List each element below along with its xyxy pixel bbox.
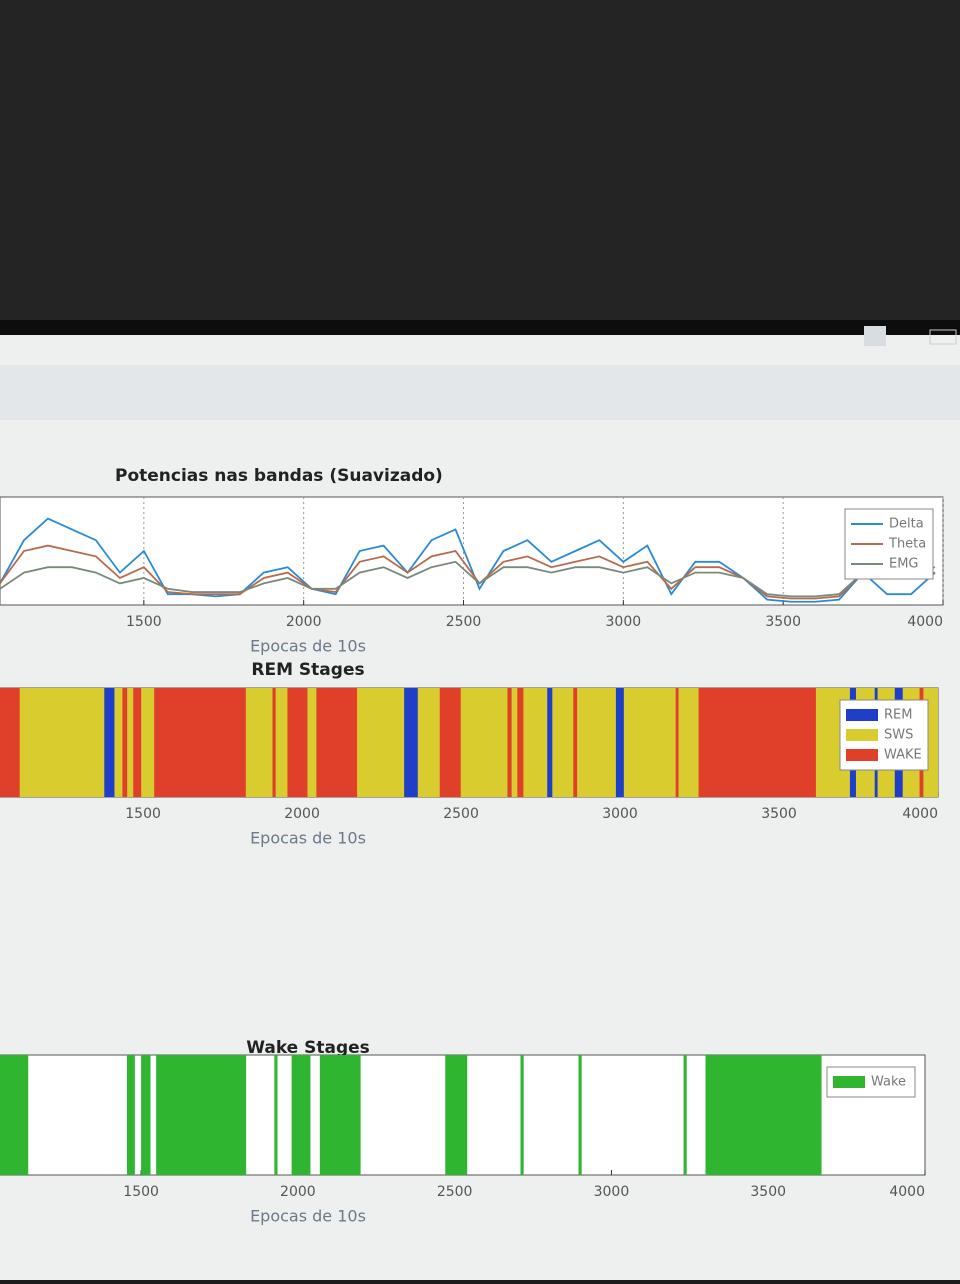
stage-band — [507, 688, 512, 797]
x-tick-label: 2500 — [446, 614, 482, 630]
x-tick-label: 3000 — [602, 806, 638, 822]
data-line — [0, 560, 936, 598]
x-tick-label: 2500 — [437, 1184, 473, 1200]
x-tick-label: 3500 — [765, 614, 801, 630]
legend-label: Theta — [888, 537, 926, 552]
x-tick-label: 2000 — [280, 1184, 316, 1200]
stage-band — [0, 688, 20, 797]
monitor-bezel — [0, 0, 960, 330]
x-tick-label: 1500 — [123, 1184, 159, 1200]
x-tick-label: 3000 — [594, 1184, 630, 1200]
legend-swatch — [846, 709, 878, 721]
plot-area — [0, 496, 944, 606]
legend-label: Delta — [889, 517, 924, 532]
stage-band — [517, 688, 524, 797]
x-axis-label: Epocas de 10s — [250, 829, 366, 848]
stage-band — [156, 1055, 247, 1175]
chart-title: Wake Stages — [246, 1038, 370, 1058]
stage-band — [698, 688, 816, 797]
stage-band — [126, 1055, 135, 1175]
stage-band — [287, 688, 308, 797]
legend-label: Wake — [871, 1075, 906, 1090]
tray-icon — [864, 326, 886, 346]
legend-swatch — [846, 729, 878, 741]
stage-band — [547, 688, 553, 797]
stage-band — [675, 688, 679, 797]
x-tick-label: 2000 — [286, 614, 322, 630]
x-tick-label: 4000 — [889, 1184, 925, 1200]
stage-band — [154, 688, 246, 797]
stage-band — [122, 688, 128, 797]
stage-band — [291, 1055, 311, 1175]
legend-label: REM — [884, 708, 912, 723]
chart-title: Potencias nas bandas (Suavizado) — [115, 466, 443, 486]
battery-icon — [929, 329, 957, 345]
x-tick-label: 2000 — [284, 806, 320, 822]
stage-band — [104, 688, 115, 797]
x-tick-label: 3500 — [761, 806, 797, 822]
stage-band — [141, 1055, 151, 1175]
stage-band — [404, 688, 418, 797]
stage-band — [0, 1055, 29, 1175]
legend-label: WAKE — [884, 748, 922, 763]
x-axis-label: Epocas de 10s — [250, 637, 366, 656]
stage-band — [520, 1055, 524, 1175]
stage-band — [578, 1055, 582, 1175]
x-axis-label: Epocas de 10s — [250, 1207, 366, 1226]
x-tick-label: 2500 — [443, 806, 479, 822]
legend-label: SWS — [884, 728, 913, 743]
stage-band — [319, 1055, 361, 1175]
stage-band — [272, 688, 276, 797]
x-tick-label: 3500 — [750, 1184, 786, 1200]
x-tick-label: 1500 — [125, 806, 161, 822]
stage-band — [274, 1055, 278, 1175]
legend-swatch — [833, 1076, 865, 1088]
data-line — [0, 517, 936, 603]
legend-swatch — [846, 749, 878, 761]
chart-title: REM Stages — [251, 660, 364, 680]
x-tick-label: 4000 — [902, 806, 938, 822]
x-tick-label: 4000 — [907, 614, 943, 630]
stage-band — [615, 688, 624, 797]
stage-band — [705, 1055, 822, 1175]
stage-band — [573, 688, 578, 797]
stage-band — [683, 1055, 687, 1175]
stage-band — [133, 688, 142, 797]
toolbar — [0, 365, 960, 420]
stage-band — [316, 688, 358, 797]
stage-band — [439, 688, 461, 797]
x-tick-label: 1500 — [126, 614, 162, 630]
data-line — [0, 544, 936, 600]
x-tick-label: 3000 — [606, 614, 642, 630]
legend-label: EMG — [889, 557, 919, 572]
stage-band — [445, 1055, 468, 1175]
